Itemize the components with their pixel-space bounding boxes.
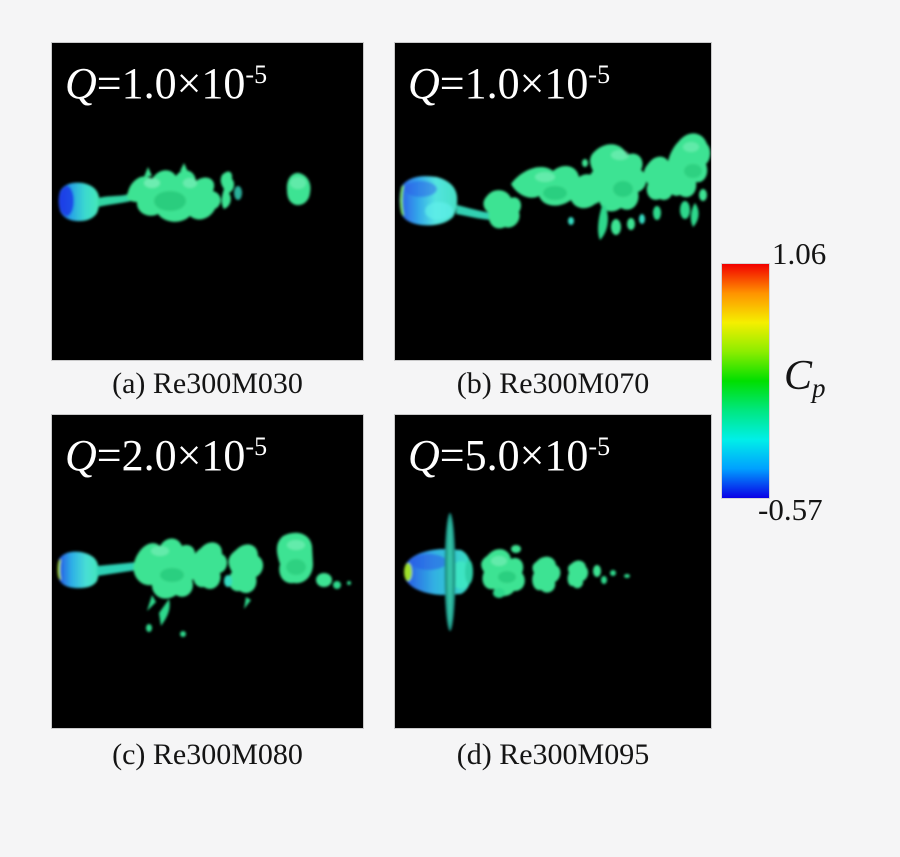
panel-caption-a: (a) Re300M030 xyxy=(112,367,303,400)
q-exponent: -5 xyxy=(245,60,268,89)
isosurface-render-b xyxy=(399,133,711,240)
q-value: =5.0×10 xyxy=(439,431,589,480)
q-symbol: Q xyxy=(408,59,440,108)
nose-blue-a xyxy=(60,186,74,216)
panel-caption-c: (c) Re300M080 xyxy=(112,738,303,771)
isosurface-render-a xyxy=(58,163,311,222)
q-exponent: -5 xyxy=(588,432,611,461)
q-symbol: Q xyxy=(65,431,97,480)
panel-a: Q=1.0×10-5 xyxy=(51,42,364,361)
nose-green-b xyxy=(400,185,404,216)
vortex-wake-a xyxy=(58,163,311,222)
panel-c: Q=2.0×10-5 xyxy=(51,414,364,729)
colorbar-gradient xyxy=(721,263,770,499)
q-threshold-label-a: Q=1.0×10-5 xyxy=(65,49,267,110)
panel-caption-d: (d) Re300M095 xyxy=(456,738,650,771)
q-symbol: Q xyxy=(65,59,97,108)
q-exponent: -5 xyxy=(245,432,268,461)
panel-b: Q=1.0×10-5 xyxy=(394,42,712,361)
q-threshold-label-b: Q=1.0×10-5 xyxy=(408,49,610,110)
cp-symbol: C xyxy=(784,353,813,399)
q-value: =1.0×10 xyxy=(439,59,589,108)
q-exponent: -5 xyxy=(588,60,611,89)
projectile-body-c xyxy=(57,551,99,589)
q-value: =2.0×10 xyxy=(96,431,246,480)
colorbar-quantity-label: Cp xyxy=(784,352,826,404)
isosurface-render-c xyxy=(57,532,351,637)
colorbar-min-label: -0.57 xyxy=(758,492,823,527)
q-symbol: Q xyxy=(408,431,440,480)
vortex-wake-d xyxy=(404,513,630,631)
nose-green-c xyxy=(57,559,61,580)
q-threshold-label-c: Q=2.0×10-5 xyxy=(65,421,267,482)
panel-caption-b: (b) Re300M070 xyxy=(456,367,650,400)
panel-d: Q=5.0×10-5 xyxy=(394,414,712,729)
vortex-wake-c xyxy=(57,532,351,637)
colorbar-max-label: 1.06 xyxy=(772,236,827,271)
isosurface-render-d xyxy=(404,513,630,631)
nose-green-d xyxy=(404,563,412,581)
cp-subscript: p xyxy=(812,373,826,403)
q-threshold-label-d: Q=5.0×10-5 xyxy=(408,421,610,482)
vortex-wake-b xyxy=(399,133,711,240)
q-value: =1.0×10 xyxy=(96,59,246,108)
